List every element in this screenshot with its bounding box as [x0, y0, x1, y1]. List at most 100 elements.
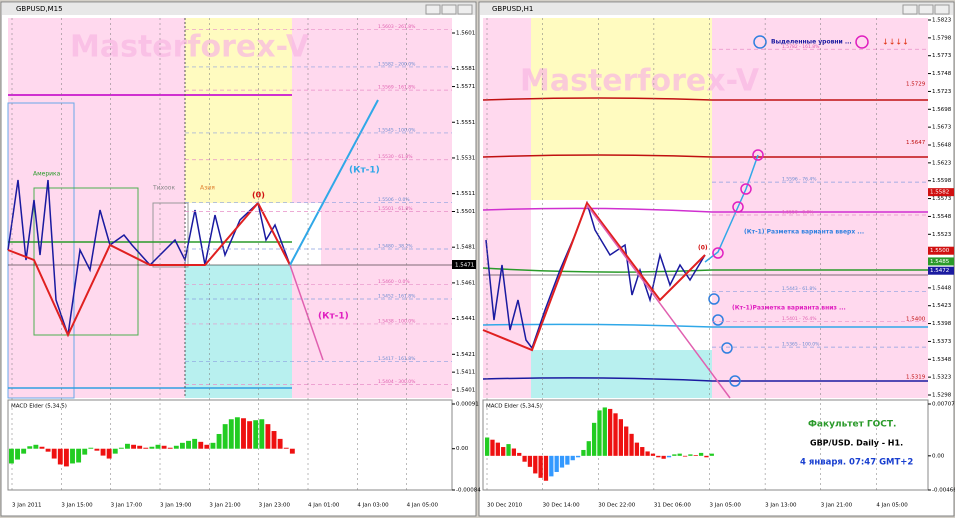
legend: Выделенные уровни ...	[771, 39, 852, 46]
price-box	[452, 260, 476, 269]
info-text: 4 января. 07:47 GMT+2	[800, 458, 913, 468]
price-label: 1.5348	[932, 357, 952, 363]
time-label: 3 Jan 15:00	[61, 503, 93, 509]
macd-bar	[259, 419, 265, 449]
fib-label: 1.5417 - 161.8%	[378, 356, 416, 362]
macd-bar	[650, 453, 656, 456]
wave-circles	[708, 35, 869, 387]
price-box-label: 1.5472	[930, 268, 949, 274]
level-line	[482, 323, 928, 328]
macd-bar	[656, 455, 661, 458]
macd-bar	[33, 444, 39, 449]
max-button[interactable]	[441, 4, 457, 15]
fib-label: 1.5603 - 261.8%	[378, 24, 416, 30]
macd-tick-label: 0.00091	[456, 402, 479, 408]
time-label: 4 Jan 03:00	[357, 503, 389, 509]
info-text: GBP/USD. Daily - H1.	[810, 439, 903, 448]
price-label: 1.5673	[932, 125, 952, 131]
macd-bar	[645, 451, 650, 456]
info-text: Факультет ГОСТ.	[808, 420, 896, 430]
macd-bar	[543, 455, 549, 481]
macd-bar	[661, 455, 666, 459]
window-title: GBPUSD,H1	[492, 5, 533, 13]
macd-tick-label: 0.00707	[932, 402, 955, 408]
macd-bar	[15, 448, 20, 460]
macd-bar	[485, 437, 490, 456]
zigzag	[7, 201, 291, 338]
wave-label: (Кт-1)	[318, 312, 349, 322]
kt-down-line	[586, 204, 731, 399]
macd-bar	[618, 419, 623, 456]
macd-bar	[634, 442, 640, 456]
price-label: 1.5523	[932, 232, 952, 238]
macd-bar	[682, 455, 688, 457]
macd-bar	[112, 448, 118, 454]
price-label: 1.5571	[456, 84, 475, 90]
macd-bar	[88, 447, 94, 449]
price-path	[485, 200, 706, 350]
macd-bar	[63, 448, 69, 467]
price-label: 1.5648	[932, 143, 952, 149]
level-line	[482, 154, 928, 158]
price-label: 1.5698	[932, 107, 952, 113]
min-button[interactable]	[425, 4, 441, 15]
macd-bar	[289, 448, 295, 454]
macd-tick-label: -0.00466	[932, 488, 955, 494]
level-label: 1.5647	[906, 140, 926, 146]
current-price: 1.5471	[455, 263, 474, 269]
macd-bar	[501, 447, 506, 456]
macd-bar	[21, 448, 27, 454]
macd-bar	[253, 420, 259, 449]
macd-bar	[149, 446, 155, 449]
macd-pane	[482, 399, 929, 491]
kt-up-line	[289, 99, 379, 266]
price-box	[928, 257, 954, 266]
max-button[interactable]	[918, 4, 934, 15]
watermark: Masterforex-V	[520, 64, 760, 99]
price-label: 1.5441	[456, 316, 475, 322]
fib-label: 1.5569 - 161.8%	[378, 85, 416, 91]
fib-label: 1.5480 - 38.2%	[378, 243, 413, 249]
wave-label: (0)	[698, 245, 708, 252]
price-label: 1.5511	[456, 191, 475, 197]
macd-bar	[186, 440, 191, 449]
level-label: 1.5319	[906, 375, 926, 381]
fib-label: 1.5404 - 300.0%	[378, 379, 416, 385]
asia-zone	[185, 18, 292, 203]
macd-bar	[586, 441, 591, 456]
macd-bar	[222, 424, 228, 449]
time-label: 30 Dec 22:00	[598, 503, 635, 509]
close-button[interactable]	[934, 4, 950, 15]
window-title: GBPUSD,M15	[16, 5, 63, 13]
wave-label: (Кт-1) Разметка варианта вверх ...	[744, 229, 864, 236]
time-label: 3 Jan 2011	[12, 503, 41, 509]
fib-label: 1.5545 - 100.0%	[378, 127, 416, 133]
time-label: 3 Jan 21:00	[209, 503, 241, 509]
time-label: 3 Jan 17:00	[111, 503, 143, 509]
macd-bar	[45, 448, 51, 452]
macd-bar	[155, 444, 161, 449]
macd-title: MACD Elder (5,34,5)	[486, 404, 542, 410]
zigzag	[482, 200, 706, 352]
macd-bar	[506, 444, 511, 456]
macd-bar	[549, 455, 554, 477]
fib-label: 1.5460 - 0.0%	[378, 279, 410, 285]
macd-bar	[137, 445, 143, 449]
macd-bar	[704, 455, 709, 458]
macd-title: MACD Elder (5,34,5)	[11, 404, 67, 410]
price-label: 1.5623	[932, 160, 952, 166]
price-label: 1.5501	[456, 209, 475, 215]
macd-bar	[179, 442, 185, 449]
time-label: 3 Jan 21:00	[821, 503, 853, 509]
close-button[interactable]	[457, 4, 473, 15]
cyan-zone	[531, 350, 712, 398]
macd-bar	[570, 455, 575, 461]
price-label: 1.5551	[456, 120, 475, 126]
time-label: 4 Jan 05:00	[407, 503, 439, 509]
fib-label: 1.5438 - 100.0%	[378, 318, 416, 324]
time-label: 3 Jan 13:00	[765, 503, 797, 509]
macd-bar	[608, 408, 613, 456]
min-button[interactable]	[902, 4, 918, 15]
time-label: 4 Jan 01:00	[308, 503, 340, 509]
price-label: 1.5531	[456, 155, 475, 161]
